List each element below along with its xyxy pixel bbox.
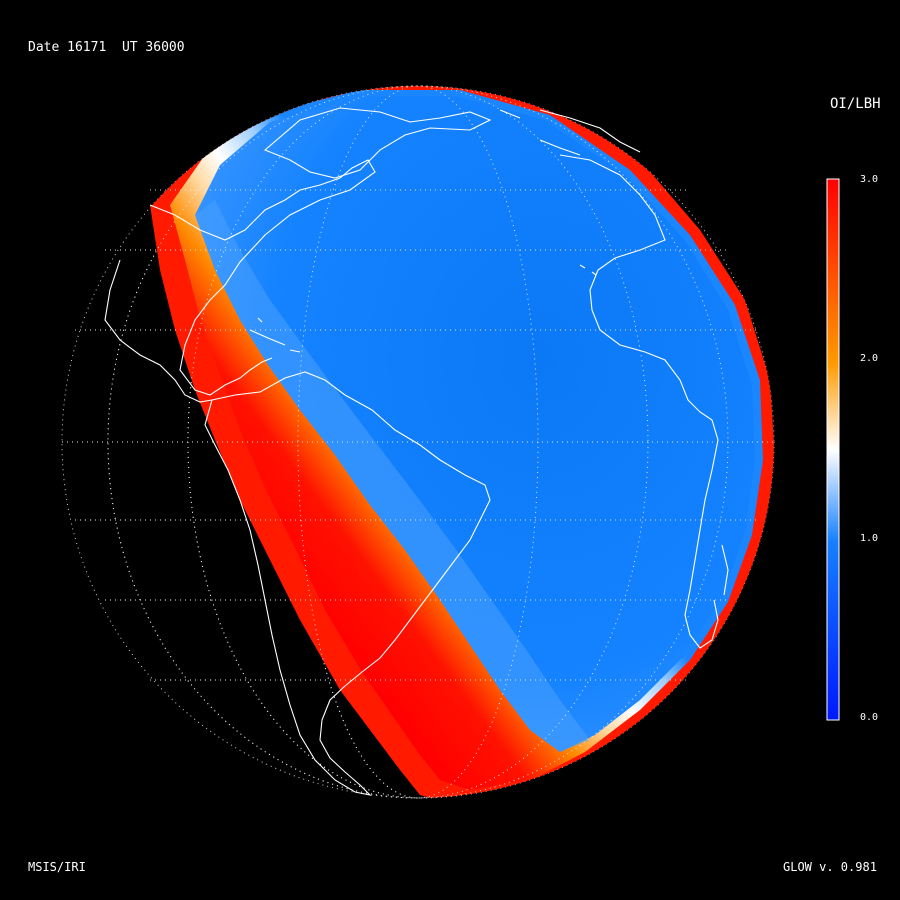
colorbar xyxy=(826,178,840,721)
date-header: Date 16171 UT 36000 xyxy=(28,40,185,55)
caribbean-islands xyxy=(249,317,301,353)
dayside-transition xyxy=(195,200,590,752)
dayside-region xyxy=(195,96,755,752)
madagascar-coast xyxy=(721,544,729,596)
atlantic-islands xyxy=(579,264,597,276)
lit-region xyxy=(62,86,774,798)
europe-coast xyxy=(499,109,641,156)
ut-value: 36000 xyxy=(145,40,185,55)
date-label: Date xyxy=(28,40,60,55)
model-label: MSIS/IRI xyxy=(28,860,86,874)
south-america-coast xyxy=(204,371,491,796)
version-label: GLOW v. 0.981 xyxy=(783,860,877,874)
colorbar-tick-label: 2.0 xyxy=(860,353,879,365)
coastlines xyxy=(104,107,729,796)
day-graticule xyxy=(62,86,774,798)
colorbar-tick-label: 0.0 xyxy=(860,712,879,723)
ut-label: UT xyxy=(121,40,138,55)
north-america-coast xyxy=(149,159,376,396)
africa-coast xyxy=(559,154,719,649)
central-america-coast xyxy=(104,259,213,403)
greenland-coast xyxy=(263,107,492,179)
colorbar-tick-label: 1.0 xyxy=(860,532,879,544)
colorbar-title: OI/LBH xyxy=(830,96,881,112)
colorbar-fill xyxy=(826,178,840,721)
colorbar-tick-label: 3.0 xyxy=(860,174,879,185)
date-value: 16171 xyxy=(67,40,107,55)
